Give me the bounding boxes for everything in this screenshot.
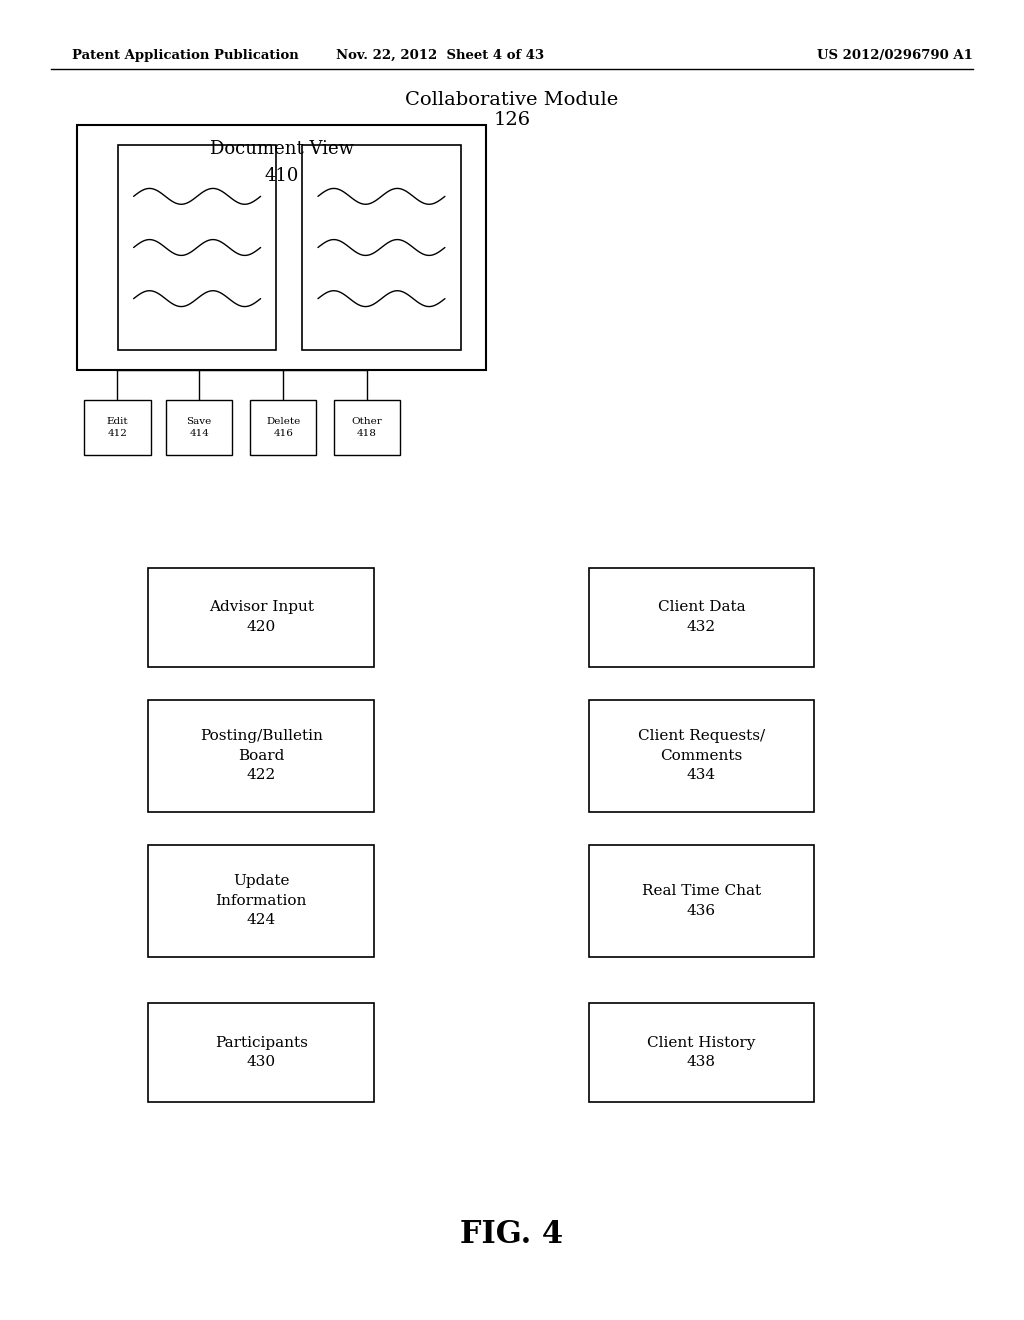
FancyBboxPatch shape: [118, 145, 276, 350]
FancyBboxPatch shape: [589, 845, 814, 957]
FancyBboxPatch shape: [589, 700, 814, 812]
Text: Collaborative Module: Collaborative Module: [406, 91, 618, 110]
Text: Patent Application Publication: Patent Application Publication: [72, 49, 298, 62]
FancyBboxPatch shape: [589, 568, 814, 667]
Text: US 2012/0296790 A1: US 2012/0296790 A1: [817, 49, 973, 62]
FancyBboxPatch shape: [77, 125, 486, 370]
FancyBboxPatch shape: [84, 400, 151, 455]
Text: Real Time Chat
436: Real Time Chat 436: [642, 884, 761, 917]
Text: Save
414: Save 414: [186, 417, 212, 438]
Text: Client History
438: Client History 438: [647, 1036, 756, 1069]
Text: Update
Information
424: Update Information 424: [215, 874, 307, 928]
Text: Client Data
432: Client Data 432: [657, 601, 745, 634]
Text: 410: 410: [264, 166, 299, 185]
FancyBboxPatch shape: [166, 400, 232, 455]
FancyBboxPatch shape: [250, 400, 316, 455]
FancyBboxPatch shape: [148, 1003, 374, 1102]
FancyBboxPatch shape: [302, 145, 461, 350]
Text: Client Requests/
Comments
434: Client Requests/ Comments 434: [638, 729, 765, 783]
Text: Delete
416: Delete 416: [266, 417, 300, 438]
Text: 126: 126: [494, 111, 530, 129]
Text: Document View: Document View: [210, 140, 353, 158]
Text: Other
418: Other 418: [351, 417, 383, 438]
Text: Participants
430: Participants 430: [215, 1036, 307, 1069]
FancyBboxPatch shape: [148, 700, 374, 812]
FancyBboxPatch shape: [148, 845, 374, 957]
FancyBboxPatch shape: [334, 400, 400, 455]
FancyBboxPatch shape: [148, 568, 374, 667]
Text: FIG. 4: FIG. 4: [461, 1218, 563, 1250]
Text: Edit
412: Edit 412: [106, 417, 128, 438]
Text: Posting/Bulletin
Board
422: Posting/Bulletin Board 422: [200, 729, 323, 783]
Text: Nov. 22, 2012  Sheet 4 of 43: Nov. 22, 2012 Sheet 4 of 43: [336, 49, 545, 62]
FancyBboxPatch shape: [589, 1003, 814, 1102]
Text: Advisor Input
420: Advisor Input 420: [209, 601, 313, 634]
